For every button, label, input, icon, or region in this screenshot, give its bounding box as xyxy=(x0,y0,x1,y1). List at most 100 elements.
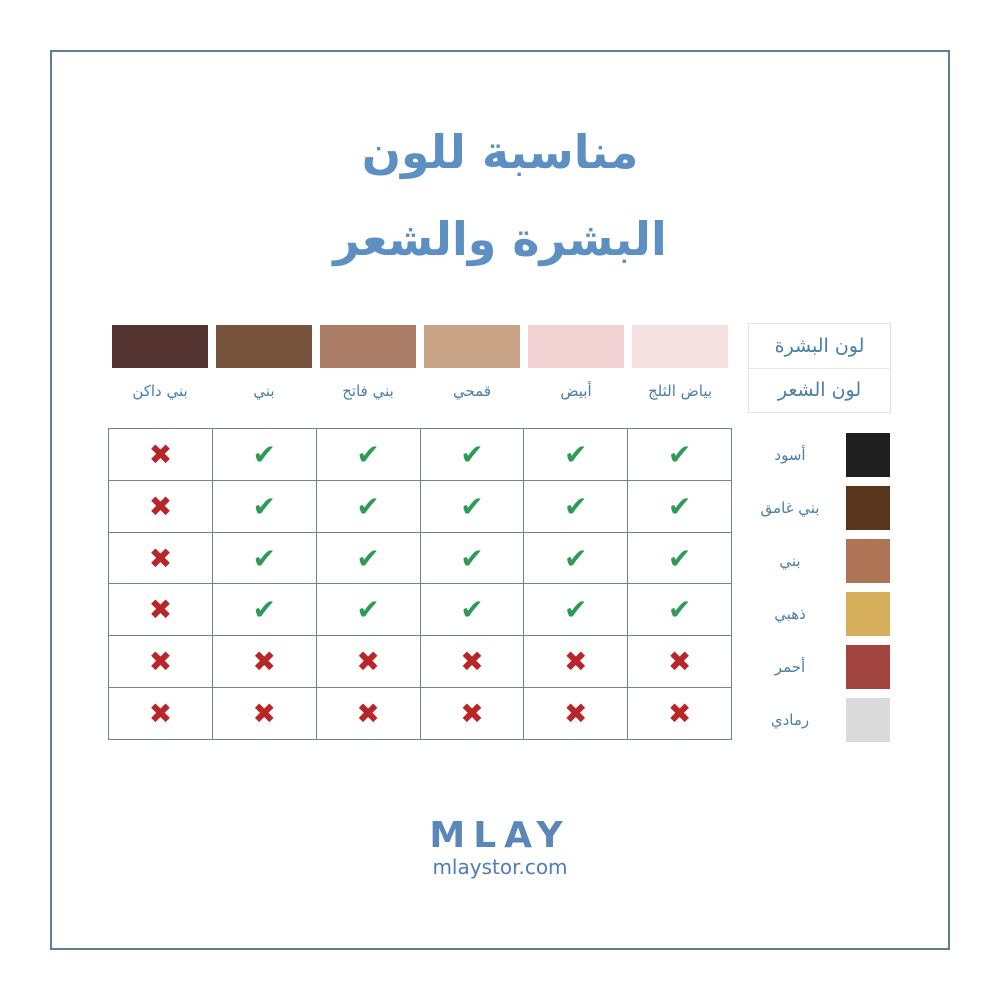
grid-cell: ✔ xyxy=(315,584,420,636)
grid-cell: ✖ xyxy=(109,584,212,635)
skin-tone: بني داكن xyxy=(108,325,212,400)
grid-cell: ✔ xyxy=(315,532,420,584)
grid-cell: ✖ xyxy=(419,688,524,739)
skin-swatch xyxy=(112,325,208,368)
grid-cell: ✔ xyxy=(523,480,627,532)
grid-cell: ✖ xyxy=(109,636,212,687)
x-icon: ✖ xyxy=(667,697,692,731)
check-icon: ✔ xyxy=(252,593,277,627)
skin-tones: بياض الثلج أبيض قمحي بني فاتح بني بني داكن xyxy=(108,325,732,400)
grid-cell: ✔ xyxy=(523,584,627,636)
check-icon: ✔ xyxy=(667,489,692,523)
grid-cell: ✖ xyxy=(109,533,212,584)
grid-cell: ✔ xyxy=(627,532,731,584)
hair-color: بني xyxy=(750,534,890,587)
check-icon: ✔ xyxy=(564,541,588,575)
x-icon: ✖ xyxy=(148,489,173,523)
title-line-2: البشرة والشعر xyxy=(333,212,667,266)
check-icon: ✔ xyxy=(356,437,380,471)
grid-cell: ✔ xyxy=(523,532,627,584)
grid-cell: ✔ xyxy=(211,584,316,636)
hair-label: بني xyxy=(779,551,801,570)
grid-cell: ✔ xyxy=(419,429,524,480)
skin-label: بني xyxy=(253,382,275,400)
x-icon: ✖ xyxy=(564,697,588,731)
grid-cell: ✖ xyxy=(109,429,212,480)
x-icon: ✖ xyxy=(148,541,173,575)
check-icon: ✔ xyxy=(460,541,484,575)
hair-label: أحمر xyxy=(774,657,806,676)
grid-cell: ✔ xyxy=(627,480,731,532)
frame-border xyxy=(50,50,950,950)
x-icon: ✖ xyxy=(148,437,173,471)
skin-swatch xyxy=(528,325,624,368)
grid-cell: ✔ xyxy=(627,429,731,480)
check-icon: ✔ xyxy=(460,593,484,627)
grid-cell: ✔ xyxy=(419,532,524,584)
hair-color: بني غامق xyxy=(750,481,890,534)
grid-cell: ✔ xyxy=(211,532,316,584)
hair-color-header: لون الشعر xyxy=(777,379,862,402)
skin-swatch xyxy=(320,325,416,368)
hair-color: رمادي xyxy=(750,693,890,746)
check-icon: ✔ xyxy=(356,489,380,523)
check-icon: ✔ xyxy=(252,437,277,471)
brand-logo: MLAY xyxy=(429,815,571,856)
check-icon: ✔ xyxy=(460,437,484,471)
grid-row: ✔ ✔ ✔ ✔ ✔ ✖ xyxy=(109,531,731,584)
grid-cell: ✖ xyxy=(109,688,212,739)
skin-tone: أبيض xyxy=(524,325,628,400)
header-box: لون البشرة لون الشعر xyxy=(748,323,891,413)
skin-tone: بياض الثلج xyxy=(628,325,732,400)
x-icon: ✖ xyxy=(356,645,380,679)
x-icon: ✖ xyxy=(460,697,484,731)
hair-label: بني غامق xyxy=(760,498,820,517)
hair-colors: أسود بني غامق بني ذهبي أحمر رمادي xyxy=(750,428,890,746)
hair-color: ذهبي xyxy=(750,587,890,640)
check-icon: ✔ xyxy=(356,593,380,627)
hair-swatch xyxy=(846,644,890,689)
skin-swatch xyxy=(632,325,728,368)
skin-swatch xyxy=(424,325,520,368)
x-icon: ✖ xyxy=(252,645,277,679)
grid-cell: ✖ xyxy=(419,636,524,688)
check-icon: ✔ xyxy=(356,541,380,575)
x-icon: ✖ xyxy=(148,645,173,679)
check-icon: ✔ xyxy=(564,437,588,471)
grid-row: ✔ ✔ ✔ ✔ ✔ ✖ xyxy=(109,429,731,480)
title-line-1: مناسبة للون xyxy=(361,125,639,179)
grid-cell: ✖ xyxy=(211,688,316,739)
hair-label: أسود xyxy=(774,445,806,464)
grid-cell: ✔ xyxy=(627,584,731,636)
brand-site: mlaystor.com xyxy=(432,855,568,879)
hair-color: أحمر xyxy=(750,640,890,693)
check-icon: ✔ xyxy=(667,541,692,575)
check-icon: ✔ xyxy=(667,593,692,627)
skin-swatch xyxy=(216,325,312,368)
check-icon: ✔ xyxy=(564,593,588,627)
x-icon: ✖ xyxy=(148,697,173,731)
grid-cell: ✖ xyxy=(315,636,420,688)
compatibility-grid: ✔ ✔ ✔ ✔ ✔ ✖ ✔ ✔ ✔ ✔ ✔ ✖ ✔ ✔ ✔ ✔ ✔ ✖ ✔ ✔ ✔ ✔ ✔ ✖ ✖ ✖ ✖ ✖ ✖ ✖ ✖ ✖ ✖ ✖ ✖ ✖ xyxy=(108,428,732,740)
x-icon: ✖ xyxy=(564,645,588,679)
hair-swatch xyxy=(846,697,890,742)
grid-cell: ✔ xyxy=(315,480,420,532)
skin-label: قمحي xyxy=(452,382,492,400)
grid-cell: ✖ xyxy=(523,636,627,688)
grid-cell: ✔ xyxy=(523,429,627,480)
x-icon: ✖ xyxy=(148,593,173,627)
x-icon: ✖ xyxy=(356,697,380,731)
grid-cell: ✖ xyxy=(523,688,627,739)
grid-cell: ✔ xyxy=(419,480,524,532)
skin-tone: بني فاتح xyxy=(316,325,420,400)
grid-row: ✖ ✖ ✖ ✖ ✖ ✖ xyxy=(109,687,731,739)
grid-cell: ✖ xyxy=(627,688,731,739)
skin-label: بني فاتح xyxy=(342,382,394,400)
x-icon: ✖ xyxy=(252,697,277,731)
grid-cell: ✖ xyxy=(211,636,316,688)
skin-label: بياض الثلج xyxy=(647,382,713,400)
hair-label: رمادي xyxy=(770,710,810,729)
grid-cell: ✔ xyxy=(211,429,316,480)
x-icon: ✖ xyxy=(667,645,692,679)
skin-label: أبيض xyxy=(560,382,592,400)
